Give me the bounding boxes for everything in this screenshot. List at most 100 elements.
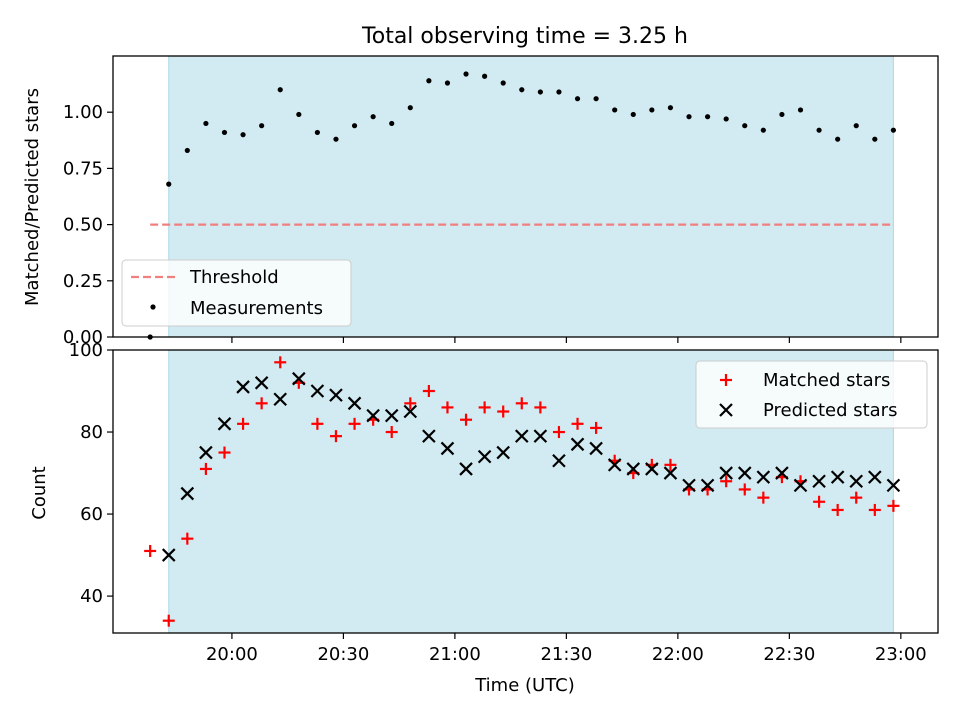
matched-star-point	[199, 462, 212, 475]
predicted-star-point	[868, 470, 882, 484]
top-legend: Threshold Measurements	[121, 259, 352, 327]
legend-matched-label: Matched stars	[763, 370, 890, 391]
predicted-star-point	[626, 462, 641, 476]
y-tick-label: 40	[80, 586, 103, 607]
x-tick-label: 21:30	[540, 644, 592, 665]
measurement-point	[872, 136, 878, 142]
matched-star-point	[664, 458, 677, 471]
predicted-star-point	[570, 437, 585, 452]
measurement-point	[519, 87, 525, 93]
predicted-star-point	[496, 445, 510, 460]
measurement-point	[612, 107, 618, 113]
y-tick-label: 60	[80, 504, 103, 525]
matched-star-point	[274, 356, 287, 369]
matched-star-point	[552, 426, 565, 439]
predicted-star-point	[403, 404, 418, 419]
matched-star-point	[255, 397, 268, 410]
predicted-star-point	[347, 396, 362, 411]
matched-star-point	[534, 401, 547, 414]
matched-star-point	[218, 446, 231, 459]
matched-star-point	[144, 544, 157, 557]
predicted-star-point	[793, 478, 808, 493]
measurement-point	[630, 111, 636, 118]
measurement-point	[742, 123, 748, 129]
predicted-star-point	[812, 474, 826, 489]
predicted-star-point	[310, 384, 325, 398]
predicted-star-point	[254, 376, 269, 390]
predicted-star-point	[440, 441, 455, 456]
matched-star-point	[348, 417, 361, 430]
measurement-point	[221, 129, 228, 136]
measurement-point	[389, 120, 395, 127]
measurement-point	[370, 114, 376, 120]
measurement-point	[277, 87, 283, 93]
top-y-axis-label: Matched/Predicted stars	[22, 88, 43, 306]
matched-star-point	[571, 417, 584, 430]
predicted-star-point	[756, 470, 771, 484]
predicted-star-point	[422, 429, 436, 443]
predicted-star-point	[515, 429, 529, 443]
y-tick-label: 0.25	[63, 271, 103, 292]
matched-star-point	[850, 491, 863, 504]
measurement-point	[853, 123, 859, 129]
x-tick-label: 22:30	[763, 644, 815, 665]
measurement-point	[797, 107, 804, 113]
measurement-point	[314, 129, 320, 136]
matched-star-point	[478, 401, 491, 414]
predicted-star-point	[663, 466, 678, 480]
y-tick-label: 0.00	[63, 327, 103, 348]
measurement-point	[667, 105, 674, 111]
measurement-point	[686, 114, 692, 120]
matched-star-point	[868, 503, 881, 516]
measurement-point	[760, 127, 766, 133]
y-tick-label: 100	[69, 340, 103, 361]
measurement-point	[704, 114, 711, 120]
matched-star-point	[590, 421, 603, 434]
matched-star-point	[385, 426, 398, 439]
predicted-star-point	[477, 449, 492, 464]
y-tick-label: 0.75	[63, 158, 103, 179]
y-tick-label: 1.00	[63, 102, 103, 123]
matched-star-point	[738, 483, 751, 496]
matched-star-point	[237, 417, 250, 430]
predicted-star-point	[161, 548, 176, 562]
predicted-star-point	[273, 392, 288, 406]
measurement-point	[444, 80, 451, 86]
matched-star-point	[813, 495, 826, 508]
predicted-star-point	[589, 441, 603, 456]
predicted-star-point	[719, 466, 733, 480]
predicted-star-point	[217, 417, 232, 431]
measurement-point	[426, 78, 432, 84]
bottom-y-axis-label: Count	[29, 466, 50, 519]
measurement-point	[556, 89, 562, 95]
top-y-axis: 0.00 0.25 0.50 0.75 1.00	[63, 102, 113, 348]
predicted-star-point	[533, 429, 548, 443]
measurement-point	[482, 73, 488, 79]
matched-star-point	[162, 614, 175, 627]
measurement-point	[240, 132, 246, 138]
measurement-point	[816, 127, 822, 133]
x-tick-label: 23:00	[875, 644, 927, 665]
predicted-star-point	[552, 453, 566, 468]
predicted-star-point	[199, 445, 213, 460]
legend-predicted-label: Predicted stars	[763, 400, 897, 421]
bottom-legend-box	[695, 360, 928, 429]
chart-title: Total observing time = 3.25 h	[361, 24, 688, 49]
matched-star-point	[422, 385, 435, 398]
measurement-point	[723, 116, 729, 122]
predicted-star-point	[737, 466, 752, 480]
predicted-star-point	[329, 388, 343, 402]
matched-star-point	[441, 401, 454, 414]
legend-measurements-label: Measurements	[190, 298, 323, 319]
predicted-star-point	[886, 478, 901, 493]
predicted-star-point	[180, 486, 195, 501]
predicted-star-point	[700, 478, 715, 493]
predicted-star-point	[849, 474, 864, 489]
measurement-point	[184, 147, 190, 154]
x-tick-label: 20:00	[206, 644, 258, 665]
x-tick-label: 22:00	[652, 644, 704, 665]
x-tick-label: 21:00	[429, 644, 481, 665]
measurement-point	[463, 71, 469, 77]
bottom-legend: Matched stars Predicted stars	[695, 360, 928, 429]
measurement-point	[333, 136, 339, 142]
